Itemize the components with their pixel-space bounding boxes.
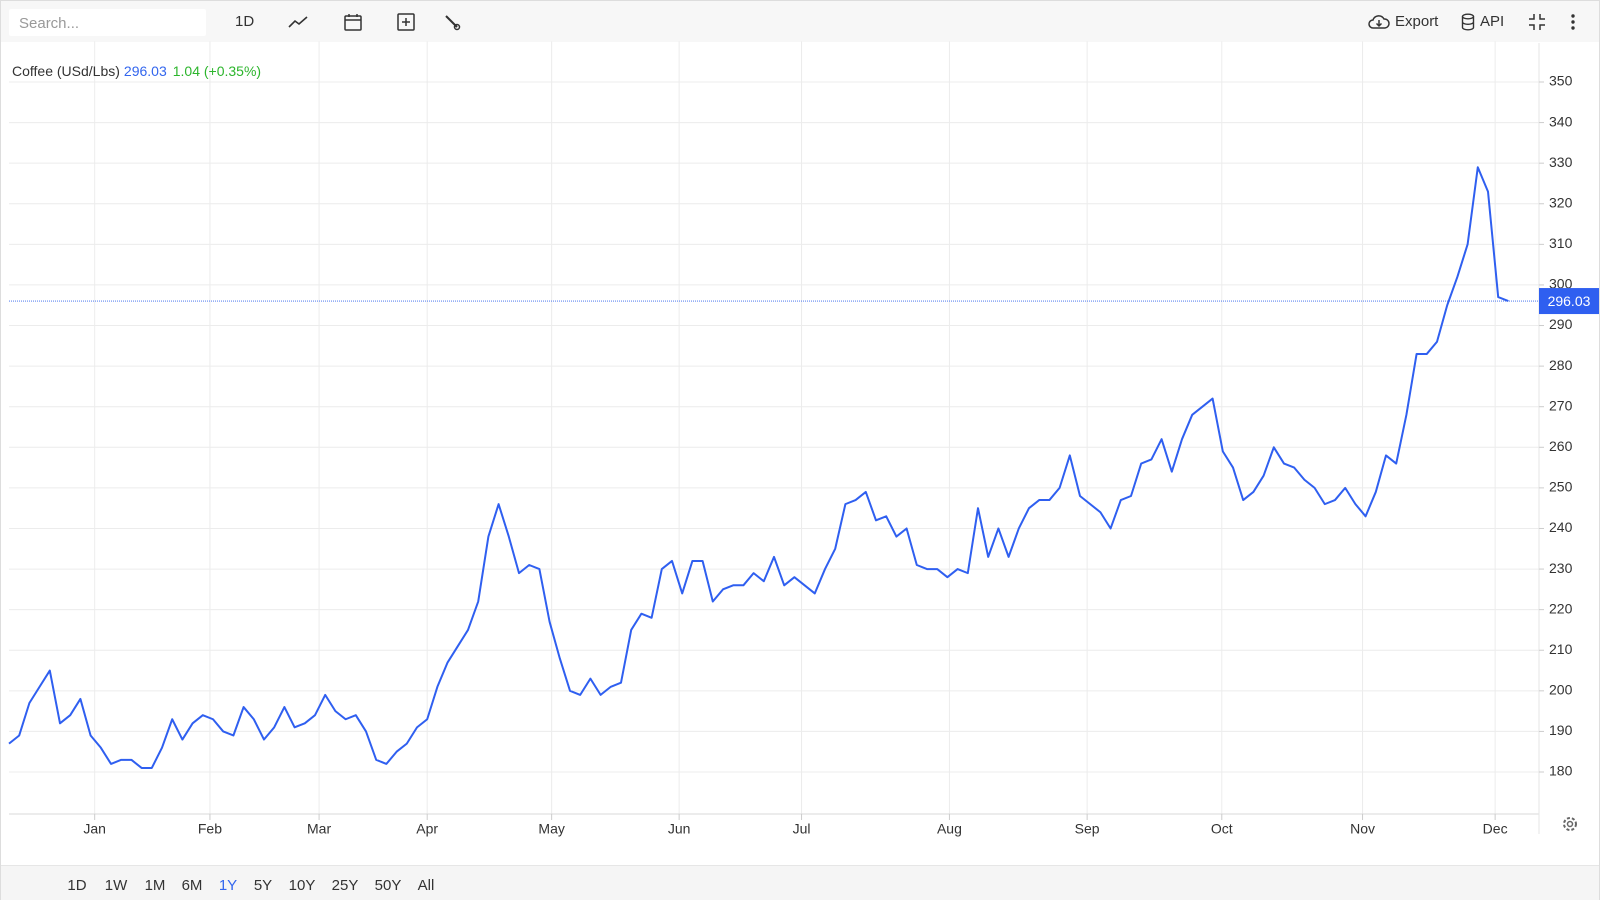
- range-button[interactable]: All: [417, 877, 435, 894]
- y-tick-label: 260: [1549, 438, 1573, 454]
- y-tick-label: 200: [1549, 682, 1573, 698]
- fullscreen-button[interactable]: [1527, 1, 1547, 42]
- price-line: [8, 166, 1509, 769]
- last-price: 296.03: [123, 63, 167, 79]
- range-bar: 1D 1W 1M 6M 1Y 5Y 10Y 25Y 50Y All: [1, 865, 1599, 900]
- y-tick-label: 310: [1549, 235, 1573, 251]
- range-button[interactable]: 1Y: [218, 877, 238, 894]
- y-tick-label: 190: [1549, 722, 1573, 738]
- x-tick-label: Sep: [1075, 821, 1100, 837]
- y-tick-label: 240: [1549, 519, 1573, 535]
- chart-type-button[interactable]: [288, 1, 308, 42]
- chart: 180 190 200 210 220 230 240 250 260 270 280 290 300 3…: [8, 41, 1599, 837]
- api-button[interactable]: API: [1461, 1, 1504, 42]
- export-button[interactable]: Export: [1368, 1, 1438, 42]
- y-tick-label: 250: [1549, 479, 1573, 495]
- export-label: Export: [1395, 13, 1439, 30]
- x-tick-label: Jun: [668, 821, 691, 837]
- x-tick-label: Aug: [937, 821, 962, 837]
- range-button[interactable]: 10Y: [288, 877, 316, 894]
- range-button[interactable]: 1W: [104, 877, 128, 894]
- y-tick-label: 340: [1549, 113, 1573, 129]
- settings-icon[interactable]: [1563, 817, 1577, 831]
- range-button[interactable]: 50Y: [374, 877, 402, 894]
- api-label: API: [1480, 13, 1505, 30]
- y-tick-label: 210: [1549, 641, 1573, 657]
- tools-button[interactable]: [443, 1, 461, 42]
- x-tick-label: Feb: [198, 821, 222, 837]
- x-tick-label: Nov: [1350, 821, 1375, 837]
- y-tick-label: 300: [1549, 276, 1573, 292]
- menu-button[interactable]: [1570, 1, 1576, 42]
- x-tick-label: Apr: [416, 821, 438, 837]
- y-tick-label: 280: [1549, 357, 1573, 373]
- instrument-name: Coffee (USd/Lbs): [12, 63, 120, 79]
- range-button[interactable]: 6M: [181, 877, 203, 894]
- y-tick-label: 220: [1549, 600, 1573, 616]
- price-change-percent: (+0.35%): [203, 63, 262, 79]
- y-tick-label: 320: [1549, 194, 1573, 210]
- y-tick-label: 270: [1549, 397, 1573, 413]
- y-tick-label: 330: [1549, 154, 1573, 170]
- calendar-button[interactable]: [343, 1, 363, 42]
- toolbar: Search... 1D Export API: [1, 1, 1599, 42]
- y-tick-label: 180: [1549, 763, 1573, 779]
- y-tick-label: 350: [1549, 73, 1573, 89]
- range-button[interactable]: 1M: [144, 877, 166, 894]
- x-tick-label: Oct: [1211, 821, 1233, 837]
- last-price-badge-label: 296.03: [1548, 293, 1591, 309]
- y-tick-label: 230: [1549, 560, 1573, 576]
- range-button[interactable]: 25Y: [331, 877, 359, 894]
- range-button[interactable]: 5Y: [253, 877, 273, 894]
- price-change: 1.04: [172, 63, 200, 79]
- add-indicator-button[interactable]: [396, 1, 416, 42]
- x-tick-label: Dec: [1483, 821, 1508, 837]
- x-tick-label: Jul: [793, 821, 811, 837]
- search-box[interactable]: Search...: [9, 9, 206, 36]
- x-tick-label: Mar: [307, 821, 331, 837]
- legend: Coffee (USd/Lbs) 296.03 1.04 (+0.35%): [12, 63, 261, 79]
- y-tick-label: 290: [1549, 316, 1573, 332]
- x-tick-label: May: [538, 821, 564, 837]
- interval-button[interactable]: 1D: [235, 13, 255, 30]
- grid: [9, 41, 1539, 814]
- last-price-badge: [1539, 288, 1599, 315]
- range-button[interactable]: 1D: [67, 877, 87, 894]
- x-tick-label: Jan: [83, 821, 106, 837]
